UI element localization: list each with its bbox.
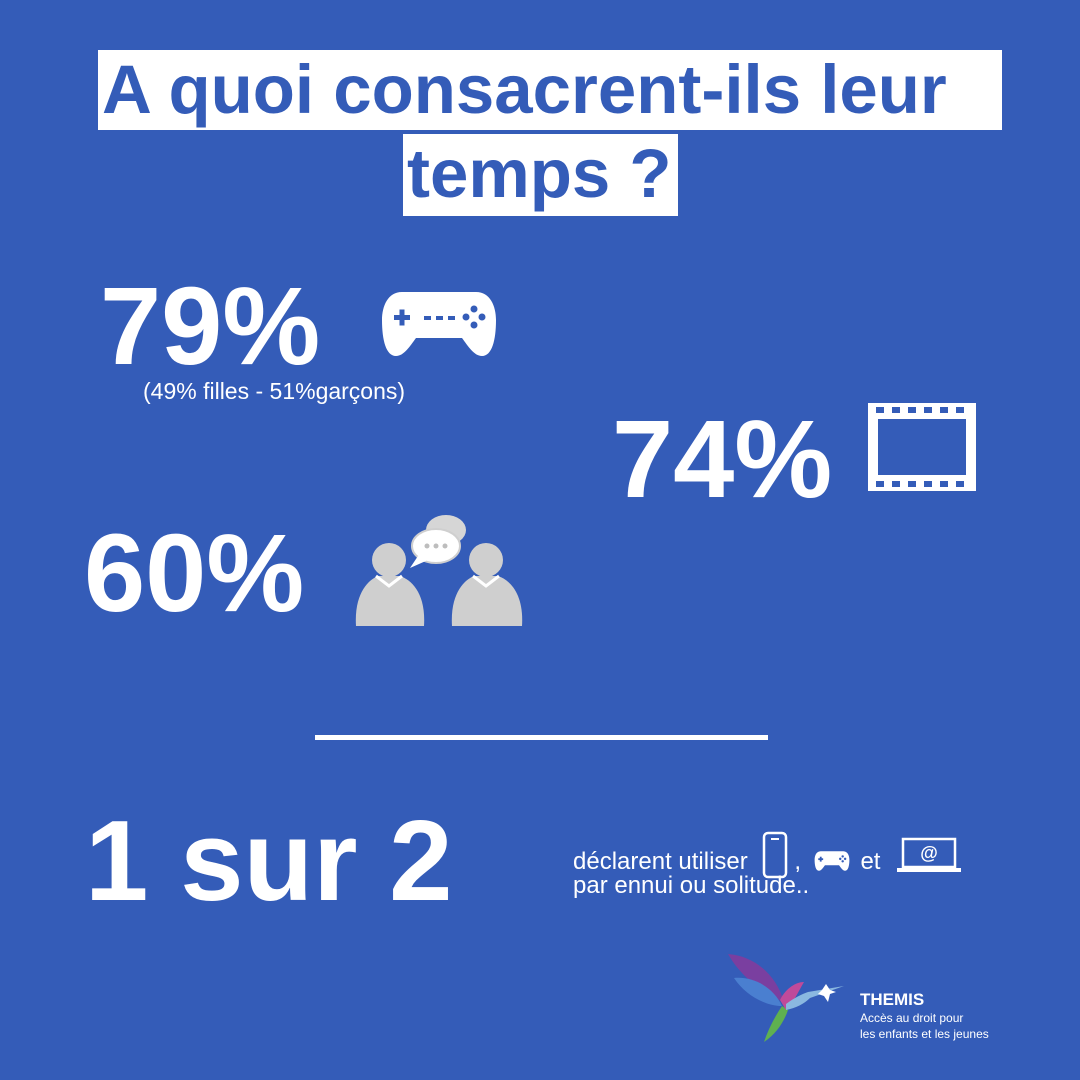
stat-social-value: 60% [84, 512, 305, 635]
gamepad-icon [382, 292, 496, 356]
summary-text-before-icons: déclarent utiliser [573, 848, 748, 875]
smartphone-icon [763, 831, 788, 879]
people-chat-icon [355, 515, 523, 626]
summary-text-line-2: par ennui ou solitude.. [573, 872, 810, 899]
laptop-email-icon: @ [897, 837, 962, 872]
summary-value: 1 sur 2 [85, 798, 453, 925]
summary-separator: , [794, 848, 802, 875]
page-title-line-1: A quoi consacrent-ils leur [98, 50, 1002, 130]
hummingbird-logo-icon [728, 954, 844, 1042]
page-title-line-2: temps ? [403, 134, 678, 216]
stat-video-games-value: 79% [100, 265, 321, 388]
stat-films-value: 74% [612, 398, 833, 521]
stat-video-games-note: (49% filles - 51%garçons) [143, 378, 406, 404]
logo-tagline-line-2: les enfants et les jeunes [860, 1027, 989, 1041]
section-divider [315, 735, 768, 740]
summary-text-line-1: déclarent utiliser , et @ [573, 831, 962, 879]
logo-name: THEMIS [860, 990, 925, 1009]
logo-tagline-line-1: Accès au droit pour [860, 1011, 964, 1025]
summary-conjunction: et [860, 848, 881, 875]
svg-text:@: @ [920, 843, 938, 863]
film-strip-icon [868, 403, 976, 491]
gamepad-icon [814, 851, 850, 871]
